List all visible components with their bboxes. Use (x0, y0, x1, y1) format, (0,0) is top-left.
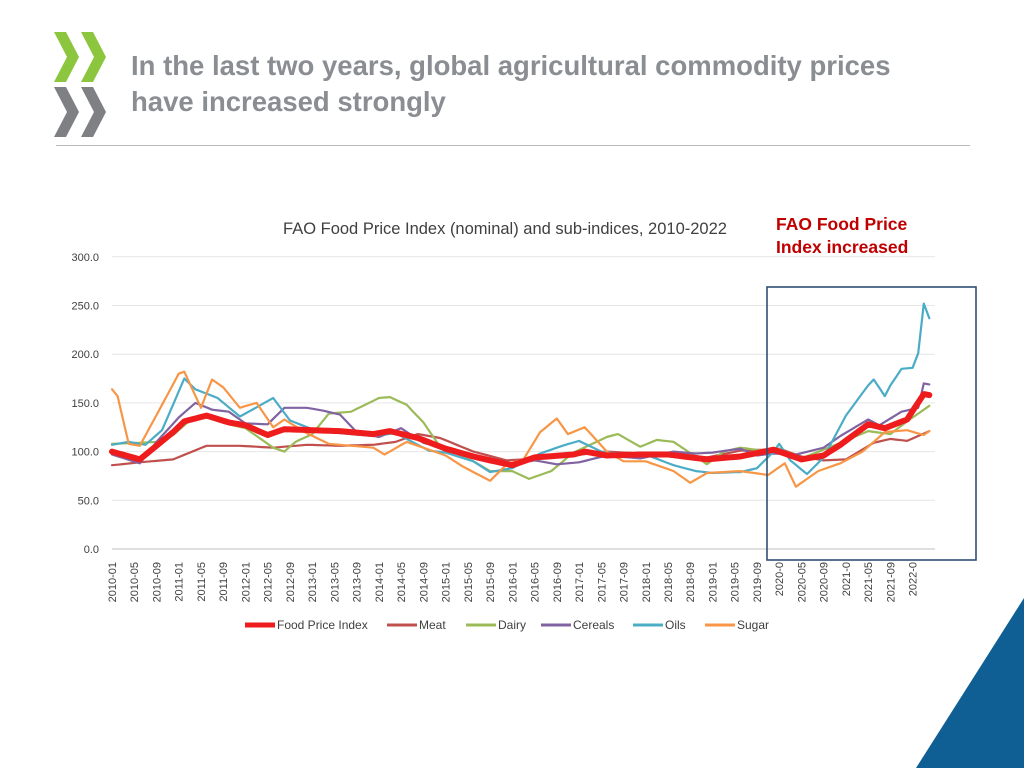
x-tick-label: 2014-01 (374, 562, 386, 602)
x-tick-label: 2010-09 (151, 562, 163, 602)
x-tick-label: 2015-01 (441, 562, 453, 602)
y-tick-label: 300.0 (71, 252, 99, 264)
x-tick-label: 2012-01 (240, 562, 252, 602)
logo-upper-left-chevron (54, 32, 79, 82)
page-title: In the last two years, global agricultur… (131, 50, 891, 117)
x-tick-label: 2014-09 (418, 562, 430, 602)
title-divider (56, 145, 970, 146)
y-tick-label: 200.0 (71, 349, 99, 361)
x-tick-label: 2013-01 (307, 562, 319, 602)
x-tick-label: 2013-05 (329, 562, 341, 602)
logo-upper-right-chevron (81, 32, 106, 82)
x-axis: 2010-01 2010-05 2010-09 2011-01 2011-05 2011-… (107, 562, 920, 602)
legend-label: Oils (665, 618, 686, 632)
oecd-logo (54, 32, 106, 137)
x-tick-label: 2011-09 (218, 562, 230, 602)
legend-label: Food Price Index (277, 618, 368, 632)
highlight-box (766, 286, 977, 561)
x-tick-label: 2021-0 (841, 562, 853, 596)
legend-label: Meat (419, 618, 446, 632)
x-tick-label: 2017-09 (619, 562, 631, 602)
callout-text: FAO Food Price Index increased (776, 214, 909, 257)
x-tick-label: 2019-09 (752, 562, 764, 602)
x-tick-label: 2015-09 (485, 562, 497, 602)
x-tick-label: 2020-0 (774, 562, 786, 596)
x-tick-label: 2020-09 (819, 562, 831, 602)
chart-legend: Food Price Index Meat Dairy Cereals Oils Suga… (245, 618, 769, 632)
x-tick-label: 2010-01 (107, 562, 119, 602)
series-line-dairy (110, 396, 931, 480)
x-tick-label: 2017-05 (596, 562, 608, 602)
x-tick-label: 2016-05 (530, 562, 542, 602)
x-tick-label: 2012-09 (285, 562, 297, 602)
chart-title: FAO Food Price Index (nominal) and sub-i… (283, 220, 727, 238)
y-axis: 0.0 50.0 100.0 150.0 200.0 250.0 300.0 (71, 252, 99, 556)
x-tick-label: 2010-05 (129, 562, 141, 602)
x-tick-label: 2013-09 (352, 562, 364, 602)
y-tick-label: 50.0 (78, 495, 99, 507)
legend-label: Cereals (573, 618, 614, 632)
x-tick-label: 2020-05 (796, 562, 808, 602)
series-line-sugar (110, 370, 931, 488)
logo-lower-left-chevron (54, 87, 79, 137)
x-tick-label: 2016-01 (507, 562, 519, 602)
x-tick-label: 2018-01 (641, 562, 653, 602)
x-tick-label: 2015-05 (463, 562, 475, 602)
x-tick-label: 2011-05 (196, 562, 208, 602)
x-tick-label: 2019-05 (730, 562, 742, 602)
x-tick-label: 2016-09 (552, 562, 564, 602)
chart-gridlines (112, 256, 935, 550)
x-tick-label: 2018-05 (663, 562, 675, 602)
logo-lower-right-chevron (81, 87, 106, 137)
series-line-oils (110, 302, 931, 476)
x-tick-label: 2021-09 (885, 562, 897, 602)
y-tick-label: 0.0 (84, 544, 99, 556)
x-tick-label: 2022-0 (908, 562, 920, 596)
x-tick-label: 2012-05 (263, 562, 275, 602)
legend-label: Sugar (737, 618, 769, 632)
legend-label: Dairy (498, 618, 526, 632)
x-tick-label: 2019-01 (707, 562, 719, 602)
x-tick-label: 2021-05 (863, 562, 875, 602)
chart-series-lines (109, 302, 933, 488)
y-tick-label: 250.0 (71, 301, 99, 313)
x-tick-label: 2017-01 (574, 562, 586, 602)
x-tick-label: 2014-05 (396, 562, 408, 602)
x-tick-label: 2011-01 (174, 562, 186, 602)
y-tick-label: 100.0 (71, 447, 99, 459)
series-line-food-price-index (109, 391, 933, 469)
y-tick-label: 150.0 (71, 398, 99, 410)
x-tick-label: 2018-09 (685, 562, 697, 602)
